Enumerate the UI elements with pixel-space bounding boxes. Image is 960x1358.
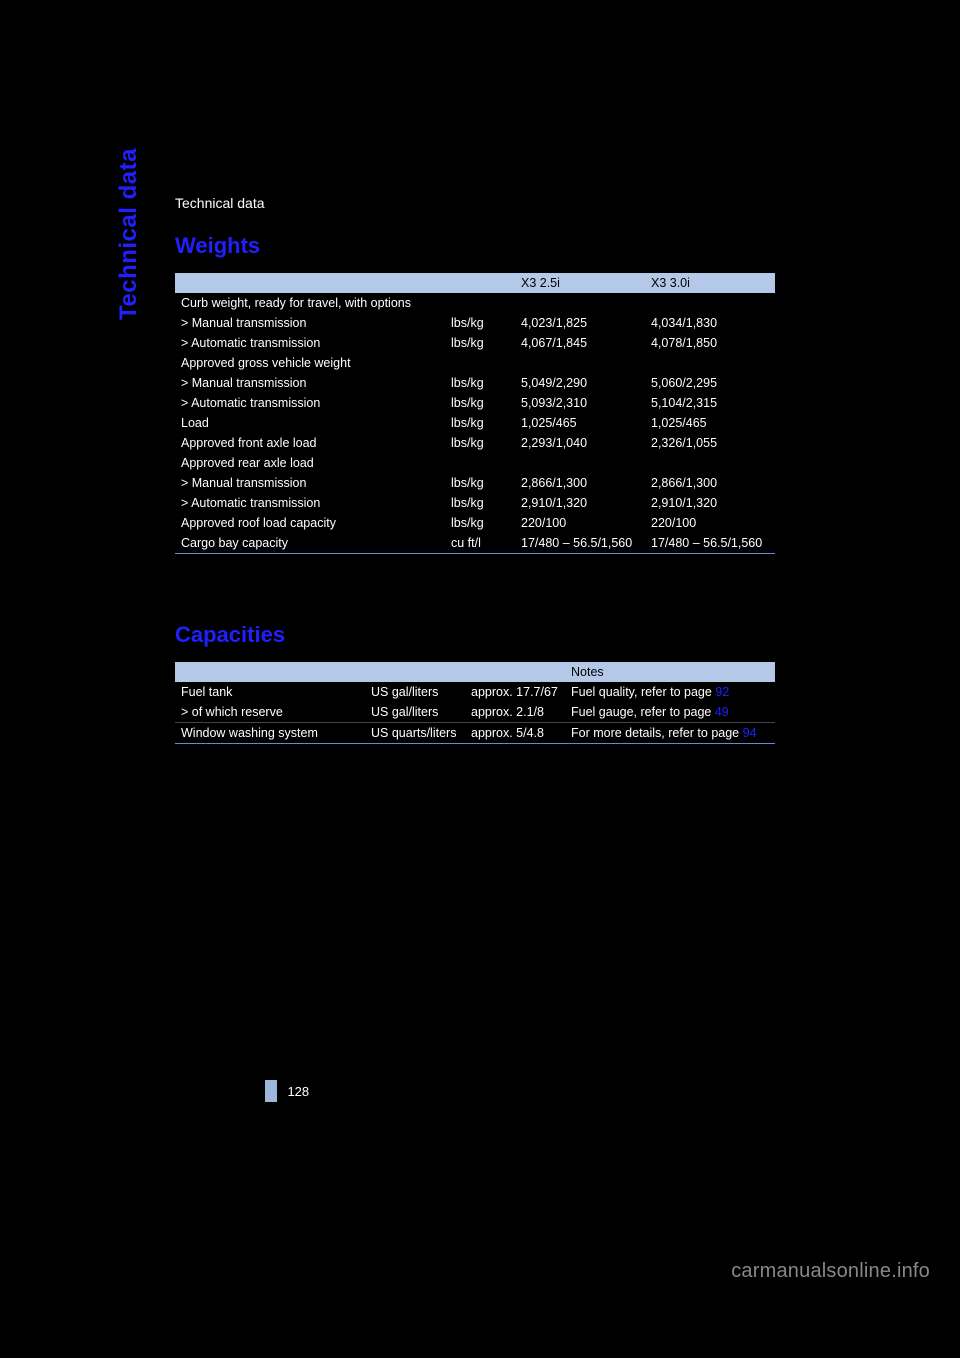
table-row: > Automatic transmission lbs/kg 2,910/1,… bbox=[175, 493, 775, 513]
table-row: > of which reserve US gal/liters approx.… bbox=[175, 702, 775, 723]
capacities-notes-header: Notes bbox=[565, 662, 775, 682]
sidebar-section-label: Technical data bbox=[115, 148, 143, 320]
weights-col-b-header: X3 3.0i bbox=[645, 273, 775, 293]
watermark-text: carmanualsonline.info bbox=[731, 1260, 930, 1283]
capacities-header-row: Notes bbox=[175, 662, 775, 682]
table-row: > Manual transmission lbs/kg 2,866/1,300… bbox=[175, 473, 775, 493]
page-link[interactable]: 94 bbox=[743, 726, 757, 740]
page-content: Technical data Weights X3 2.5i X3 3.0i C… bbox=[175, 195, 775, 744]
weights-col-a-header: X3 2.5i bbox=[515, 273, 645, 293]
page-marker-icon bbox=[265, 1080, 277, 1102]
table-row: > Manual transmission lbs/kg 5,049/2,290… bbox=[175, 373, 775, 393]
weights-table: X3 2.5i X3 3.0i Curb weight, ready for t… bbox=[175, 273, 775, 554]
capacities-section: Capacities Notes Fuel tank US gal/liters… bbox=[175, 622, 775, 744]
table-row: > Automatic transmission lbs/kg 4,067/1,… bbox=[175, 333, 775, 353]
table-row: Fuel tank US gal/liters approx. 17.7/67 … bbox=[175, 682, 775, 702]
table-row: Approved rear axle load bbox=[175, 453, 775, 473]
page-link[interactable]: 92 bbox=[715, 685, 729, 699]
capacities-heading: Capacities bbox=[175, 622, 775, 648]
table-row: > Manual transmission lbs/kg 4,023/1,825… bbox=[175, 313, 775, 333]
page-link[interactable]: 49 bbox=[715, 705, 729, 719]
notes-text: Fuel quality, refer to page bbox=[571, 685, 712, 699]
table-row: Approved front axle load lbs/kg 2,293/1,… bbox=[175, 433, 775, 453]
table-row: Curb weight, ready for travel, with opti… bbox=[175, 293, 775, 313]
running-title: Technical data bbox=[175, 195, 775, 211]
table-row: Approved roof load capacity lbs/kg 220/1… bbox=[175, 513, 775, 533]
weights-section: Weights X3 2.5i X3 3.0i Curb weight, rea… bbox=[175, 233, 775, 554]
table-row: Cargo bay capacity cu ft/l 17/480 – 56.5… bbox=[175, 533, 775, 554]
page-number-region: 128 bbox=[265, 1080, 309, 1102]
table-row: Window washing system US quarts/liters a… bbox=[175, 723, 775, 744]
table-row: Load lbs/kg 1,025/465 1,025/465 bbox=[175, 413, 775, 433]
notes-text: For more details, refer to page bbox=[571, 726, 739, 740]
table-row: > Automatic transmission lbs/kg 5,093/2,… bbox=[175, 393, 775, 413]
notes-text: Fuel gauge, refer to page bbox=[571, 705, 711, 719]
weights-heading: Weights bbox=[175, 233, 775, 259]
weights-header-row: X3 2.5i X3 3.0i bbox=[175, 273, 775, 293]
table-row: Approved gross vehicle weight bbox=[175, 353, 775, 373]
page-number: 128 bbox=[287, 1084, 309, 1099]
capacities-table: Notes Fuel tank US gal/liters approx. 17… bbox=[175, 662, 775, 744]
